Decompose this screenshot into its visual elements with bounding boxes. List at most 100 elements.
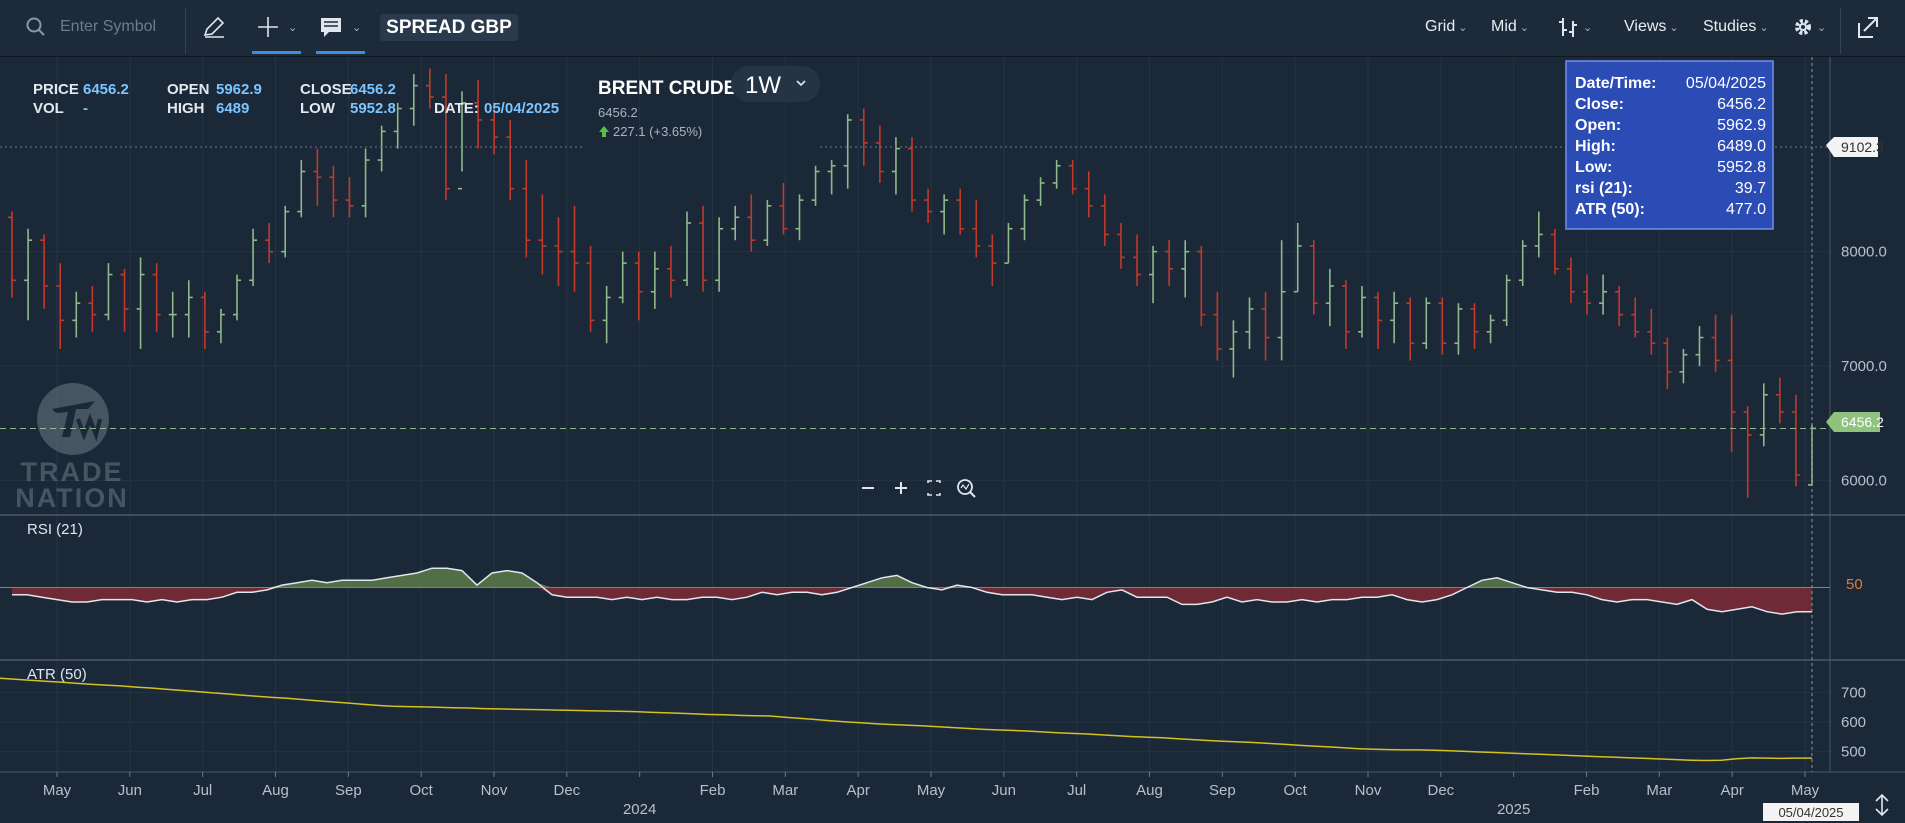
- time-tick-label: Oct: [1283, 782, 1307, 799]
- rsi-below-fill: [12, 587, 1812, 615]
- popout-icon: [1858, 17, 1878, 38]
- ohlc-bar: [1711, 314, 1720, 372]
- trade-nation-logo-icon: [37, 383, 109, 455]
- ohlc-bar: [1068, 160, 1077, 195]
- menu-studies[interactable]: Studies ⌄: [1703, 18, 1769, 36]
- menu-views[interactable]: Views ⌄: [1624, 18, 1679, 36]
- active-tool-indicator: [252, 51, 302, 54]
- tooltip-label: Date/Time:: [1575, 75, 1657, 92]
- zoom-in-button[interactable]: [895, 482, 907, 494]
- ohlc-bar: [1116, 223, 1125, 269]
- ohlc-bar: [152, 263, 161, 332]
- crosshair-icon: [258, 17, 278, 37]
- time-tick-label: Dec: [553, 782, 580, 799]
- ohlc-bar: [1020, 194, 1029, 241]
- tooltip-value: 6489.0: [1717, 138, 1766, 155]
- time-tick-label: Jun: [992, 782, 1016, 799]
- ohlc-bar: [956, 188, 965, 235]
- ohlc-bar: [88, 286, 97, 332]
- annotation-tool-button[interactable]: ⌄: [316, 12, 366, 54]
- ohlc-bar: [1165, 240, 1174, 286]
- ohlc-bar: [1759, 383, 1768, 447]
- chart-canvas[interactable]: TRADE NATION 50 RSI (21) ATR (50) 500 600…: [0, 57, 1905, 823]
- ohlc-bar: [1004, 223, 1013, 264]
- time-tick-label: May: [1791, 782, 1820, 799]
- time-tick-label: Nov: [481, 782, 508, 799]
- ohlc-bar: [40, 234, 49, 309]
- ohlc-bar: [795, 194, 804, 241]
- price-value: 6456.2: [83, 81, 129, 98]
- time-tick-label: Jul: [1067, 782, 1086, 799]
- ohlc-bar: [1422, 297, 1431, 349]
- ohlc-bar: [1261, 291, 1270, 361]
- market-label[interactable]: SPREAD GBP: [380, 14, 518, 41]
- chevron-down-icon: ⌄: [1759, 21, 1769, 34]
- chevron-down-icon: ⌄: [1669, 21, 1679, 34]
- ohlc-bar: [361, 148, 370, 218]
- search-input[interactable]: Enter Symbol: [60, 18, 157, 35]
- ohlc-bar: [1100, 194, 1109, 246]
- time-tick-label: Mar: [772, 782, 798, 799]
- high-label: HIGH: [167, 100, 205, 117]
- atr-line: [0, 677, 1812, 762]
- time-tick-label: Oct: [409, 782, 433, 799]
- ohlc-bar: [1149, 245, 1158, 304]
- ohlc-bar: [602, 286, 611, 344]
- ohlc-bar: [200, 291, 209, 349]
- grid-lines: [0, 57, 1830, 772]
- time-tick-label: May: [43, 782, 72, 799]
- chart-type-menu[interactable]: ⌄: [1558, 16, 1592, 38]
- menu-mid[interactable]: Mid ⌄: [1491, 18, 1529, 36]
- date-value: 05/04/2025: [484, 100, 559, 117]
- ohlc-bar: [1052, 160, 1061, 189]
- ohlc-bar: [1197, 245, 1206, 327]
- atr-tick-label: 600: [1841, 714, 1866, 731]
- ohlc-bar: [811, 165, 820, 206]
- ohlc-bars-icon: [1559, 18, 1577, 37]
- magnifier-icon: [957, 479, 973, 495]
- resize-handle[interactable]: [1875, 793, 1889, 817]
- top-price-tag: 9102.3: [1826, 137, 1884, 157]
- ohlc-bar: [1325, 268, 1334, 327]
- chart-area[interactable]: TRADE NATION 50 RSI (21) ATR (50) 500 600…: [0, 57, 1905, 823]
- ohlc-bar: [1341, 280, 1350, 349]
- timeframe-selector[interactable]: 1W: [731, 66, 820, 102]
- tooltip-label: High:: [1575, 138, 1616, 155]
- ohlc-bar: [136, 257, 145, 349]
- tooltip-label: Close:: [1575, 96, 1624, 113]
- ohlc-bar: [1438, 297, 1447, 355]
- toolbar-divider: [1840, 8, 1841, 54]
- menu-grid[interactable]: Grid ⌄: [1425, 18, 1467, 36]
- ohlc-bar: [72, 291, 81, 338]
- crosshair-tool-button[interactable]: ⌄: [252, 12, 302, 54]
- ohlc-bar: [666, 245, 675, 298]
- time-axis: May Jun Jul Aug Sep Oct Nov Dec 2024 Feb Mar Apr May…: [43, 772, 1820, 818]
- menu-mid-label: Mid: [1491, 18, 1517, 35]
- zoom-reset-button[interactable]: [957, 479, 976, 498]
- last-price-tag-label: 6456.2: [1841, 414, 1884, 430]
- ohlc-bar: [1454, 303, 1463, 355]
- ohlc-bar: [104, 263, 113, 321]
- ohlc-bar: [1791, 394, 1800, 487]
- ohlc-bar: [56, 263, 65, 349]
- ohlc-bar: [972, 200, 981, 258]
- price-tick-label: 8000.0: [1841, 244, 1887, 261]
- fit-screen-button[interactable]: [927, 480, 941, 496]
- settings-button[interactable]: ⌄: [1792, 16, 1826, 38]
- ohlc-bar: [1631, 297, 1640, 338]
- draw-tool-button[interactable]: [202, 12, 226, 42]
- ohlc-bar: [1084, 171, 1093, 218]
- time-tick-label: Feb: [700, 782, 726, 799]
- ohlc-bar: [120, 268, 129, 332]
- time-tick-label: Apr: [1720, 782, 1743, 799]
- atr-panel-title: ATR (50): [27, 666, 87, 683]
- tooltip-value: 39.7: [1735, 180, 1766, 197]
- popout-button[interactable]: [1855, 14, 1881, 40]
- ohlc-bar: [634, 251, 643, 321]
- ohlc-bar: [184, 280, 193, 338]
- date-label: DATE:: [434, 100, 479, 117]
- ohlc-bar: [233, 274, 241, 321]
- symbol-search[interactable]: Enter Symbol: [26, 17, 156, 37]
- rsi-line: [12, 567, 1812, 615]
- active-tool-indicator: [316, 51, 366, 54]
